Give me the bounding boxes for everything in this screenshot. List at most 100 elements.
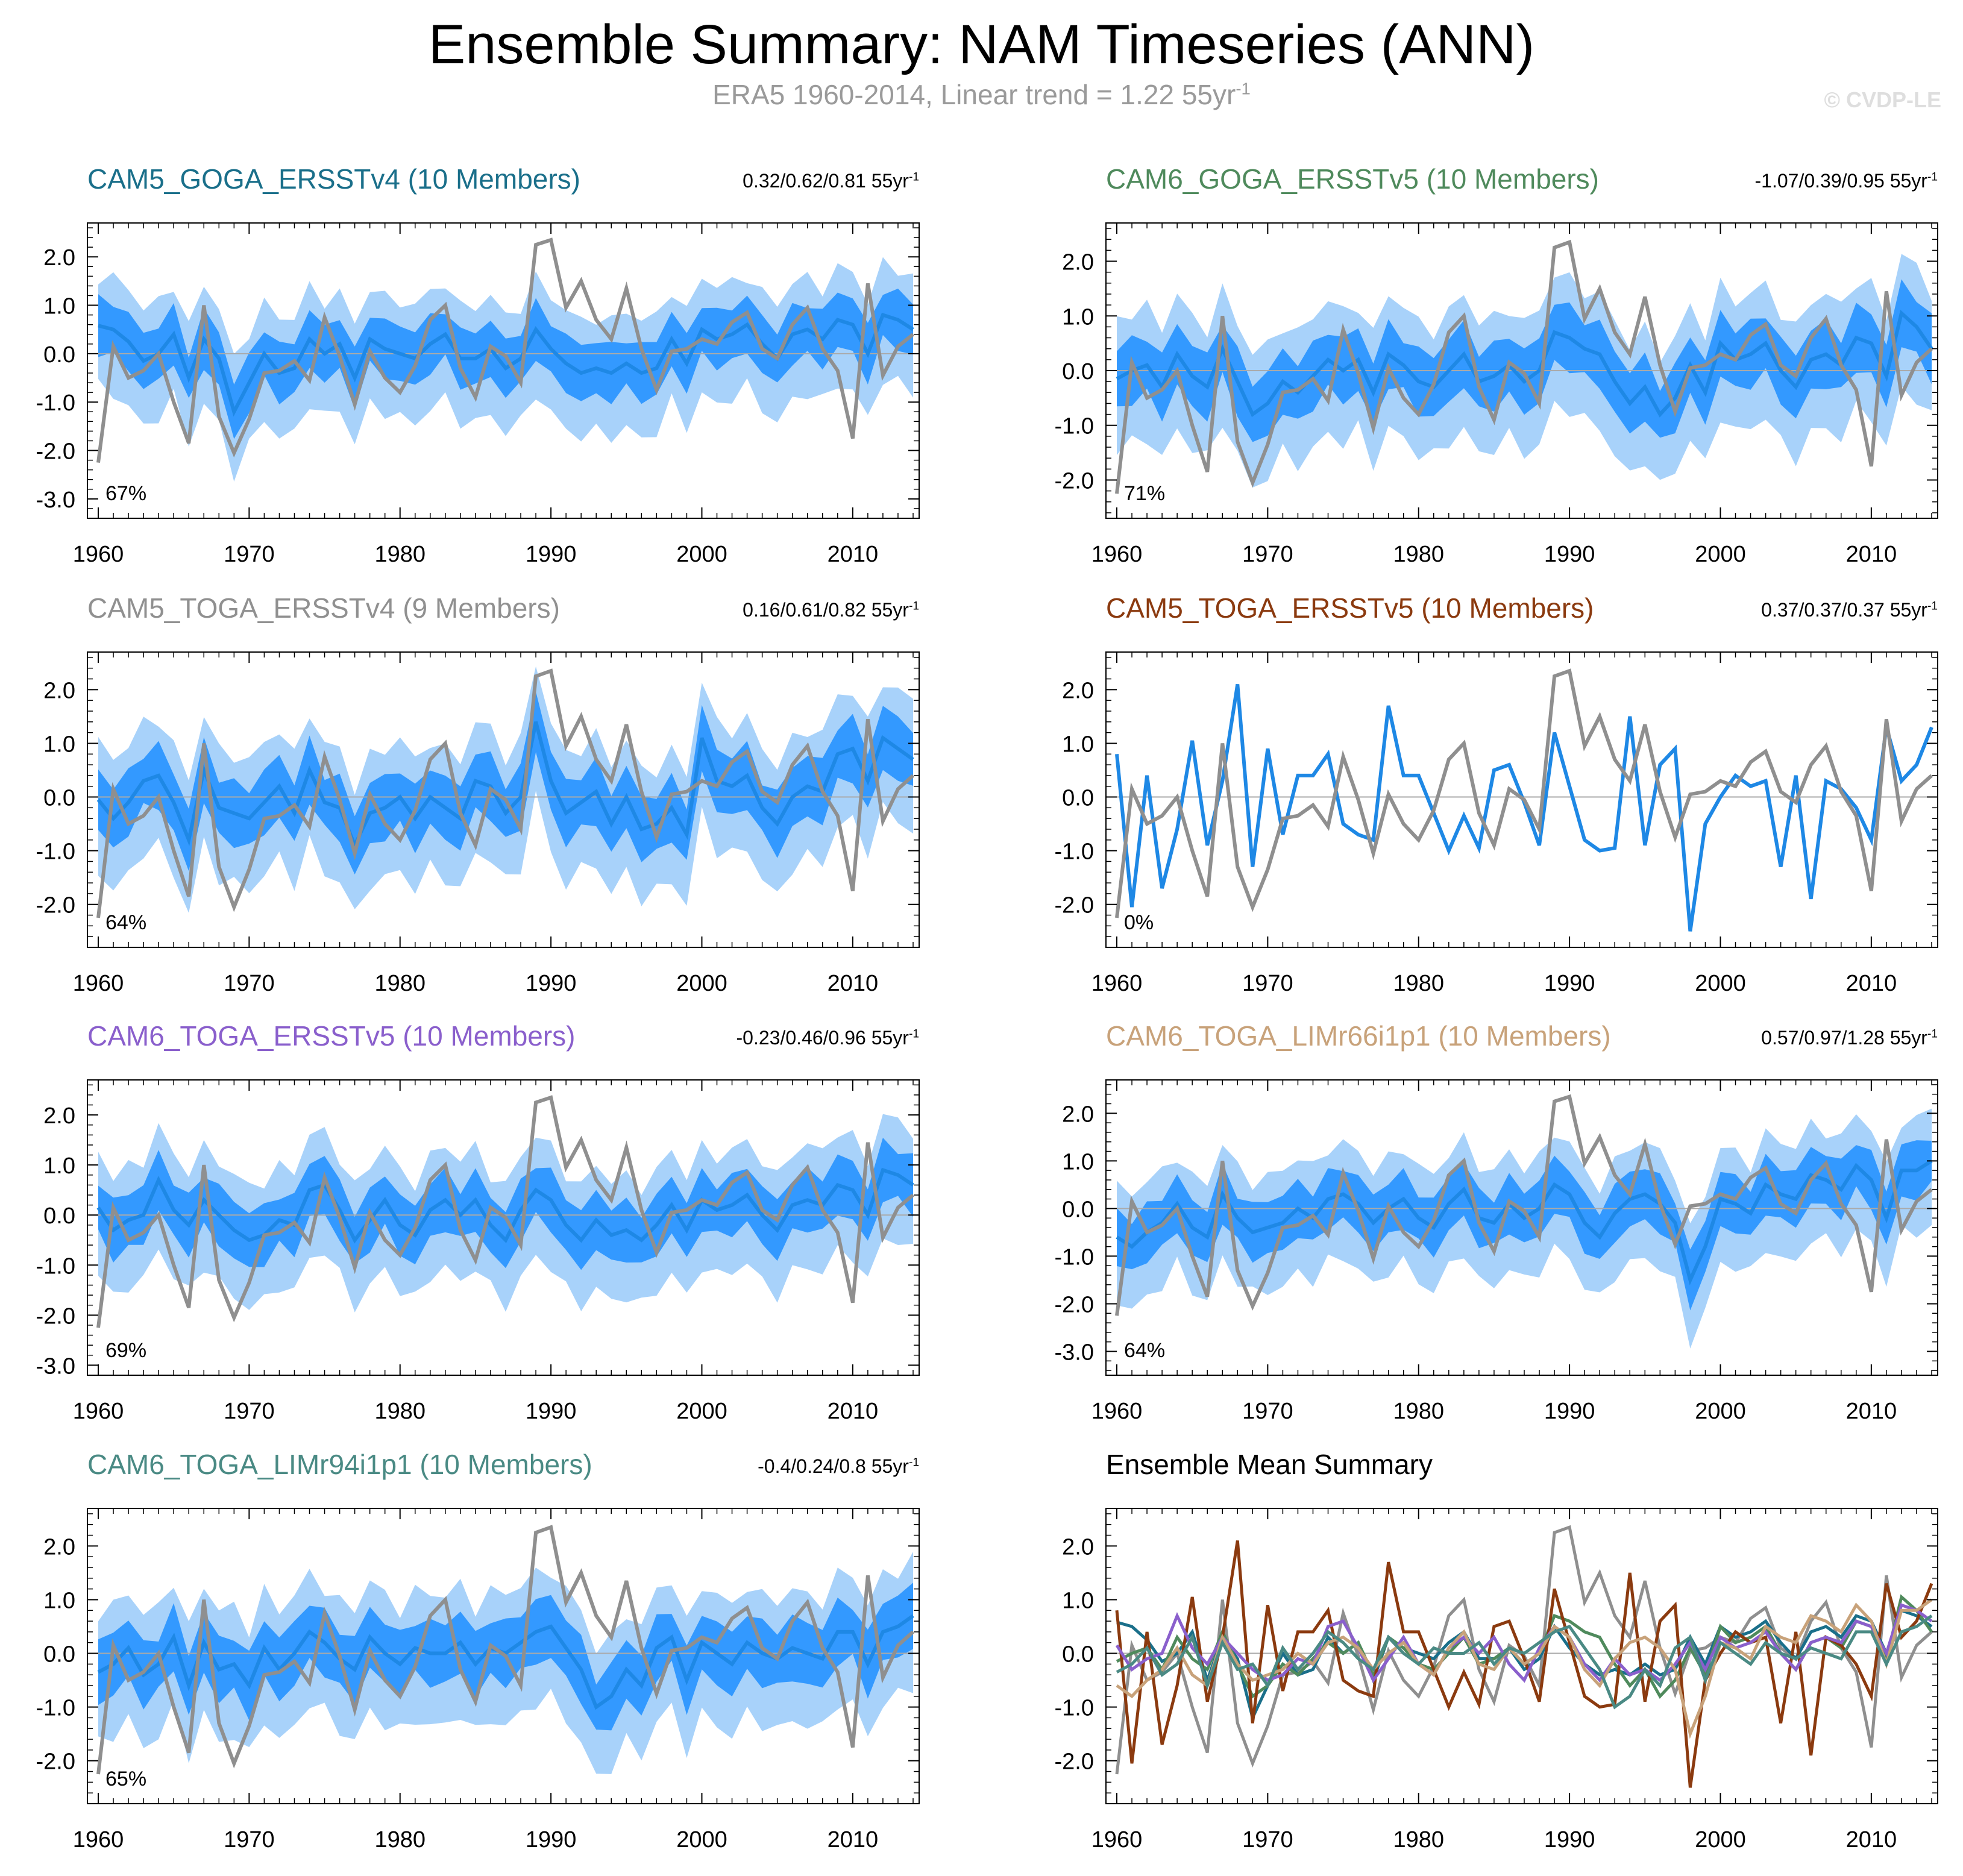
- y-tick-label: -1.0: [1055, 1244, 1094, 1270]
- panel-CAM5_GOGA_ERSST: 2.0 1.0 0.0 -1.0 -2.0 -3.0 1960 1970 1980 1990 200…: [36, 222, 920, 567]
- x-tick-label: 1970: [224, 971, 275, 996]
- panel-trend: -0.4/0.24/0.8 55yr-1: [758, 1455, 919, 1477]
- panel-title: CAM6_TOGA_LIMr66i1p1 (10 Members): [1106, 1020, 1611, 1052]
- obs-line: [96, 1095, 914, 1328]
- y-tick-label: 1.0: [1062, 1588, 1094, 1613]
- spread-band-inner: [98, 1137, 913, 1270]
- obs-line: [1115, 668, 1933, 918]
- ensemble-mean-line: [1116, 1159, 1933, 1285]
- x-tick-label: 1970: [224, 1399, 275, 1424]
- y-tick-label: 1.0: [43, 1153, 75, 1179]
- y-tick-label: 0.0: [43, 342, 75, 368]
- x-tick-label: 1970: [1242, 542, 1293, 567]
- percent-label: 0%: [1124, 911, 1154, 934]
- panel-trend: 0.57/0.97/1.28 55yr-1: [1761, 1027, 1938, 1049]
- spread-band-inner: [98, 691, 913, 874]
- panel-CAM6_GOGA_ERSST: 2.0 1.0 0.0 -1.0 -2.0 1960 1970 1980 1990 2000 201…: [1055, 222, 1938, 567]
- percent-label: 65%: [105, 1768, 146, 1790]
- x-tick-label: 2010: [828, 1399, 879, 1424]
- y-tick-label: -2.0: [36, 1303, 75, 1329]
- obs-line: [1115, 1094, 1933, 1316]
- percent-label: 69%: [105, 1339, 146, 1362]
- x-tick-label: 2000: [1695, 1827, 1746, 1852]
- y-tick-label: 0.0: [43, 1642, 75, 1667]
- obs-line: [96, 668, 914, 918]
- x-tick-label: 2010: [828, 971, 879, 996]
- y-tick-label: 2.0: [43, 1103, 75, 1129]
- panel-trend: -1.07/0.39/0.95 55yr-1: [1754, 170, 1938, 192]
- summary-series-line: [1115, 1540, 1933, 1788]
- panel-trend: 0.16/0.61/0.82 55yr-1: [743, 599, 919, 621]
- x-tick-label: 1990: [526, 971, 577, 996]
- y-tick-label: 1.0: [43, 294, 75, 319]
- y-tick-label: 1.0: [1062, 732, 1094, 757]
- x-tick-label: 1990: [1544, 1399, 1595, 1424]
- x-tick-label: 1960: [1091, 1827, 1143, 1852]
- spread-band-inner: [98, 288, 913, 439]
- y-tick-label: 2.0: [1062, 250, 1094, 275]
- x-tick-label: 1960: [1091, 971, 1143, 996]
- panel-CAM5_TOGA_ERSSTv5: 2.0 1.0 0.0 -1.0 -2.0 1960 1970 1980 1990 2000 201…: [1055, 651, 1938, 996]
- x-tick-label: 2010: [1846, 971, 1897, 996]
- y-tick-label: 0.0: [1062, 1197, 1094, 1222]
- panel-trend: -0.23/0.46/0.96 55yr-1: [736, 1027, 919, 1049]
- y-tick-label: -1.0: [36, 1696, 75, 1721]
- panel-title: CAM5_TOGA_ERSSTv5 (10 Members): [1106, 592, 1594, 624]
- ensemble-mean-line: [1116, 310, 1933, 418]
- y-tick-label: 0.0: [1062, 786, 1094, 811]
- x-tick-label: 1980: [374, 971, 426, 996]
- y-tick-label: -1.0: [36, 391, 75, 416]
- x-tick-label: 2000: [676, 971, 727, 996]
- x-tick-label: 1970: [1242, 971, 1293, 996]
- y-tick-label: -1.0: [36, 1253, 75, 1279]
- x-tick-label: 2000: [1695, 1399, 1746, 1424]
- x-tick-label: 1990: [526, 1827, 577, 1852]
- y-tick-label: -3.0: [1055, 1340, 1094, 1365]
- x-tick-label: 1980: [1393, 1399, 1444, 1424]
- x-tick-label: 1960: [1091, 1399, 1143, 1424]
- panel-title: CAM6_TOGA_ERSSTv5 (10 Members): [87, 1020, 576, 1052]
- spread-band-inner: [1117, 1140, 1932, 1311]
- x-tick-label: 1960: [73, 1399, 124, 1424]
- y-tick-label: -2.0: [1055, 1749, 1094, 1775]
- figure-title: Ensemble Summary: NAM Timeseries (ANN): [428, 14, 1535, 75]
- figure-subtitle: ERA5 1960-2014, Linear trend = 1.22 55yr…: [712, 79, 1251, 110]
- x-tick-label: 2000: [1695, 542, 1746, 567]
- y-tick-label: 2.0: [1062, 1534, 1094, 1560]
- percent-label: 64%: [1124, 1339, 1165, 1362]
- summary-series-line: [1115, 1603, 1933, 1684]
- y-tick-label: -3.0: [36, 488, 75, 513]
- y-tick-label: -2.0: [36, 893, 75, 918]
- x-tick-label: 2010: [1846, 542, 1897, 567]
- y-tick-label: 0.0: [1062, 1642, 1094, 1667]
- x-tick-label: 2010: [828, 542, 879, 567]
- summary-series-line: [1116, 1598, 1933, 1739]
- x-tick-label: 2000: [676, 1399, 727, 1424]
- ensemble-mean-line: [96, 721, 914, 850]
- x-tick-label: 1960: [73, 542, 124, 567]
- x-tick-label: 1980: [1393, 971, 1444, 996]
- x-tick-label: 2010: [828, 1827, 879, 1852]
- x-tick-label: 2010: [1846, 1399, 1897, 1424]
- y-tick-label: -1.0: [36, 839, 75, 865]
- x-tick-label: 1970: [224, 542, 275, 567]
- y-tick-label: -3.0: [36, 1354, 75, 1379]
- y-tick-label: 2.0: [1062, 1102, 1094, 1127]
- percent-label: 64%: [105, 911, 146, 934]
- y-tick-label: 2.0: [1062, 678, 1094, 703]
- percent-label: 67%: [105, 482, 146, 505]
- percent-label: 71%: [1124, 482, 1165, 505]
- obs-line: [96, 1525, 914, 1775]
- x-tick-label: 2000: [1695, 971, 1746, 996]
- ensemble-mean-line: [96, 1167, 914, 1244]
- panel-title: Ensemble Mean Summary: [1106, 1449, 1433, 1480]
- panel-CAM6_TOGA_ERSSTv5: 2.0 1.0 0.0 -1.0 -2.0 -3.0 1960 1970 1980 1990 200…: [36, 1079, 920, 1424]
- y-tick-label: -2.0: [36, 439, 75, 465]
- x-tick-label: 1980: [1393, 1827, 1444, 1852]
- x-tick-label: 1980: [374, 542, 426, 567]
- y-tick-label: 1.0: [1062, 1149, 1094, 1175]
- y-tick-label: 1.0: [1062, 304, 1094, 330]
- summary-series-line: [1116, 1614, 1933, 1710]
- panel-title: CAM5_TOGA_ERSSTv4 (9 Members): [87, 592, 560, 624]
